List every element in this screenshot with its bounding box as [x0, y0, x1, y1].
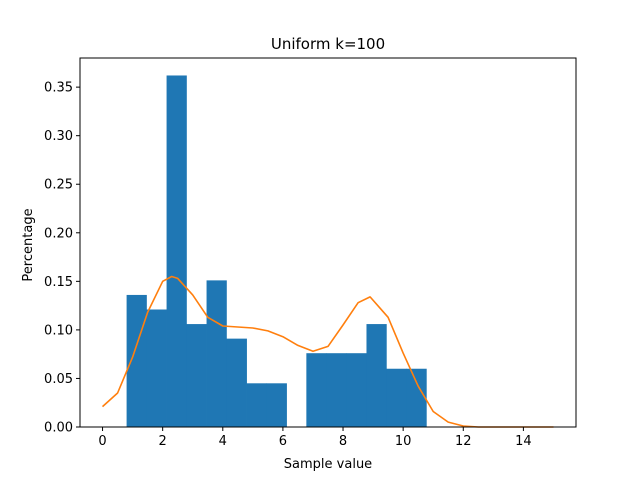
histogram-bar [166, 75, 187, 428]
x-tick-label: 12 [455, 434, 472, 449]
x-tick-label: 8 [339, 434, 347, 449]
y-tick-label: 0.15 [44, 275, 73, 290]
histogram-bar [226, 338, 247, 427]
y-tick-label: 0.30 [44, 129, 73, 144]
density-curve [101, 275, 554, 428]
histogram-bar [326, 353, 347, 427]
histogram-bar [246, 383, 267, 427]
y-axis: 0.00 0.05 0.10 0.15 0.20 0.25 0.30 0.35 [44, 81, 80, 436]
histogram-bar [346, 353, 367, 427]
x-axis-label: Sample value [284, 457, 372, 472]
density-line [101, 275, 554, 428]
y-tick-label: 0.05 [44, 372, 73, 387]
histogram-bar [306, 353, 327, 427]
y-tick-label: 0.10 [44, 323, 73, 338]
x-tick-label: 0 [98, 434, 106, 449]
x-tick-label: 2 [159, 434, 167, 449]
x-axis: 0 2 4 6 8 10 12 14 [98, 427, 532, 449]
histogram-bar [366, 324, 387, 427]
histogram-bar [386, 368, 407, 427]
y-tick-label: 0.20 [44, 226, 73, 241]
y-tick-label: 0.25 [44, 178, 73, 193]
histogram-bars [126, 75, 427, 428]
x-tick-label: 14 [515, 434, 532, 449]
x-tick-label: 10 [395, 434, 412, 449]
y-axis-label: Percentage [21, 208, 36, 281]
histogram-bar [126, 294, 147, 427]
x-tick-label: 6 [279, 434, 287, 449]
histogram-bar [406, 368, 427, 427]
histogram-bar [186, 324, 207, 427]
histogram-bar [146, 309, 167, 427]
plot-frame [79, 57, 577, 428]
y-tick-label: 0.35 [44, 81, 73, 96]
chart-title: Uniform k=100 [271, 35, 385, 53]
x-tick-label: 4 [219, 434, 227, 449]
y-tick-label: 0.00 [44, 421, 73, 436]
histogram-bar [206, 280, 227, 427]
histogram-bar [266, 383, 287, 427]
